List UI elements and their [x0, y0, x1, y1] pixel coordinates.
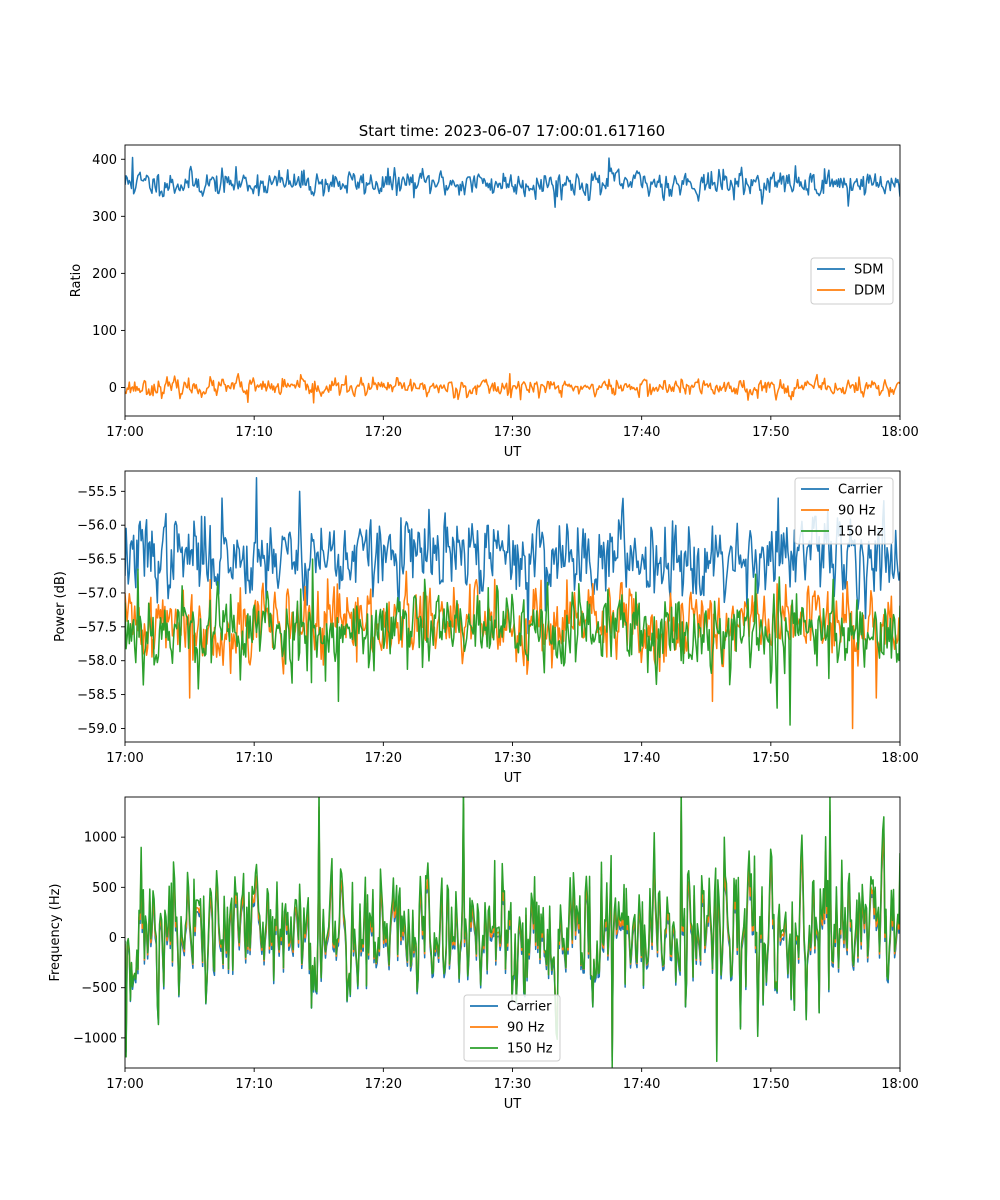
- x-tick-label: 17:10: [235, 1077, 272, 1092]
- series-line-ddm: [125, 373, 900, 404]
- panel-3: 17:00 17:10 17:20 17:30 17:40 17:50 18:00 UT −10…: [48, 796, 919, 1112]
- legend-label: Carrier: [838, 483, 883, 498]
- x-tick-label: 17:30: [494, 751, 531, 766]
- x-tick-label: 17:00: [106, 1077, 143, 1092]
- y-tick-label: −500: [81, 981, 117, 996]
- y-axis-label: Ratio: [69, 264, 84, 297]
- y-tick-label: −57.5: [77, 620, 117, 635]
- y-tick-label: −58.0: [77, 654, 117, 669]
- x-tick-label: 18:00: [881, 1077, 918, 1092]
- x-tick-label: 17:10: [235, 425, 272, 440]
- x-tick-label: 17:50: [752, 1077, 789, 1092]
- y-tick-label: 1000: [84, 831, 117, 846]
- legend-label: 150 Hz: [507, 1042, 553, 1057]
- legend-box: [794, 477, 894, 545]
- x-tick-label: 17:20: [365, 1077, 402, 1092]
- y-tick-label: 500: [92, 881, 117, 896]
- x-axis-label: UT: [504, 771, 522, 786]
- legend-label: 90 Hz: [838, 504, 875, 519]
- x-tick-label: 17:00: [106, 751, 143, 766]
- y-tick-label: −56.5: [77, 553, 117, 568]
- y-tick-label: −57.0: [77, 586, 117, 601]
- x-tick-label: 17:10: [235, 751, 272, 766]
- y-tick-label: 0: [109, 931, 117, 946]
- x-tick-label: 17:50: [752, 751, 789, 766]
- y-tick-label: −1000: [73, 1031, 117, 1046]
- series-lines: [125, 797, 900, 1068]
- series-line-150-hz: [125, 797, 900, 1068]
- x-axis-label: UT: [504, 445, 522, 460]
- legend: Carrier 90 Hz 150 Hz: [463, 994, 561, 1062]
- legend-label: SDM: [854, 263, 883, 278]
- x-tick-label: 17:50: [752, 425, 789, 440]
- y-tick-label: 100: [92, 324, 117, 339]
- x-tick-label: 17:20: [365, 425, 402, 440]
- y-tick-label: −56.0: [77, 519, 117, 534]
- y-tick-label: −55.5: [77, 485, 117, 500]
- plots-group: 17:00 17:10 17:20 17:30 17:40 17:50 18:00 UT 0 10…: [48, 144, 919, 1112]
- panel-2: 17:00 17:10 17:20 17:30 17:40 17:50 18:00 UT −59…: [53, 470, 919, 786]
- legend-label: Carrier: [507, 1000, 552, 1015]
- series-lines: [125, 477, 900, 730]
- series-line-carrier: [125, 477, 900, 635]
- x-tick-label: 17:40: [623, 1077, 660, 1092]
- y-tick-label: 200: [92, 267, 117, 282]
- x-tick-label: 17:40: [623, 425, 660, 440]
- y-tick-label: −59.0: [77, 722, 117, 737]
- x-tick-label: 17:30: [494, 425, 531, 440]
- legend-label: 90 Hz: [507, 1021, 544, 1036]
- y-tick-label: 400: [92, 153, 117, 168]
- legend-box: [463, 994, 561, 1062]
- y-axis-label: Power (dB): [53, 571, 68, 642]
- x-tick-label: 18:00: [881, 751, 918, 766]
- series-line-sdm: [125, 156, 900, 208]
- panel-1: 17:00 17:10 17:20 17:30 17:40 17:50 18:00 UT 0 10…: [69, 144, 919, 460]
- series-line-150-hz: [125, 558, 900, 726]
- x-tick-label: 17:20: [365, 751, 402, 766]
- x-tick-label: 17:30: [494, 1077, 531, 1092]
- y-tick-label: 0: [109, 381, 117, 396]
- legend: SDM DDM: [810, 257, 894, 305]
- x-tick-label: 18:00: [881, 425, 918, 440]
- series-lines: [125, 156, 900, 404]
- y-tick-label: 300: [92, 210, 117, 225]
- y-axis-label: Frequency (Hz): [48, 883, 63, 981]
- x-axis-label: UT: [504, 1097, 522, 1112]
- legend-label: 150 Hz: [838, 525, 884, 540]
- x-tick-label: 17:40: [623, 751, 660, 766]
- chart-title: Start time: 2023-06-07 17:00:01.617160: [359, 122, 665, 140]
- y-tick-label: −58.5: [77, 688, 117, 703]
- legend: Carrier 90 Hz 150 Hz: [794, 477, 894, 545]
- x-tick-label: 17:00: [106, 425, 143, 440]
- legend-label: DDM: [854, 284, 885, 299]
